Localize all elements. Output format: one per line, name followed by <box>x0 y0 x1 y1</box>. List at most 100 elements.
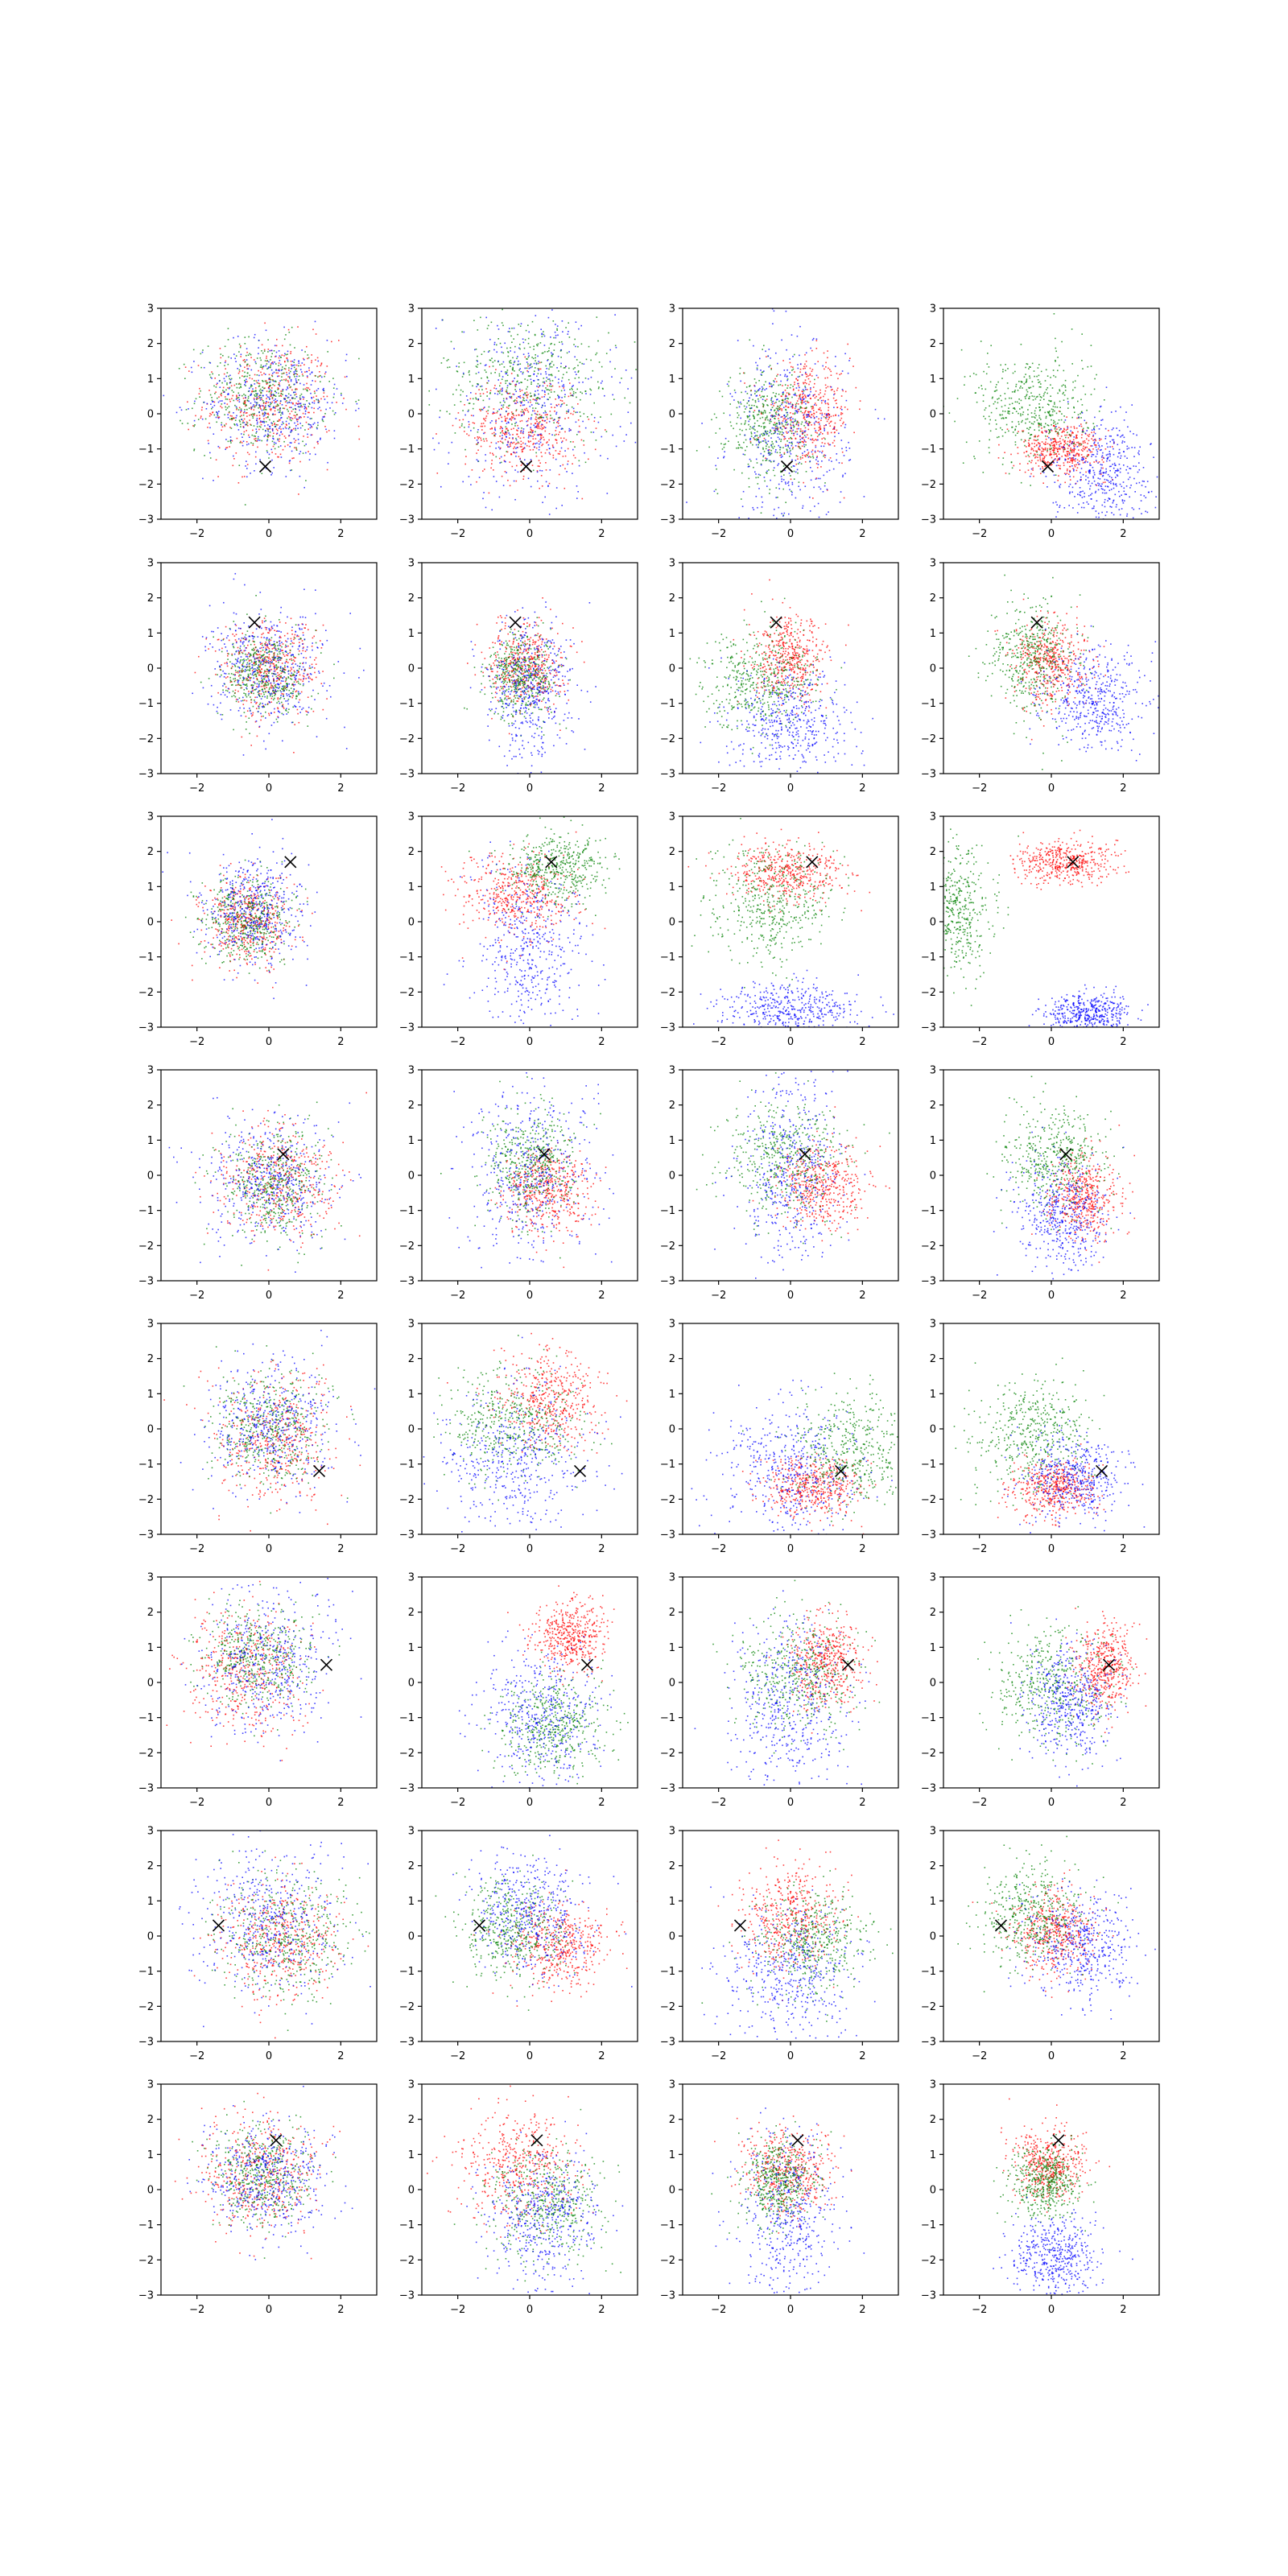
data-point <box>477 441 479 444</box>
data-point <box>538 460 540 461</box>
data-point <box>576 359 578 361</box>
data-point <box>247 354 250 356</box>
data-point <box>801 440 803 443</box>
data-point <box>224 424 225 426</box>
data-point <box>613 398 615 400</box>
data-point <box>1063 384 1064 386</box>
data-point <box>1041 450 1042 452</box>
data-point <box>532 436 534 437</box>
data-point <box>240 408 242 410</box>
data-point <box>1022 419 1023 422</box>
data-point <box>841 462 843 464</box>
data-point <box>522 404 524 407</box>
data-point <box>238 387 241 389</box>
data-point <box>498 373 501 375</box>
data-point <box>267 339 269 341</box>
data-point <box>775 427 777 430</box>
data-point <box>1007 368 1009 369</box>
data-point <box>1038 454 1041 456</box>
data-point <box>1001 429 1003 431</box>
data-point <box>1051 408 1053 411</box>
data-point <box>777 464 778 466</box>
data-point <box>1104 399 1105 401</box>
data-point <box>1037 460 1039 461</box>
data-point <box>534 410 535 412</box>
data-point <box>254 394 255 396</box>
data-point <box>810 347 811 349</box>
data-point <box>535 354 536 356</box>
data-point <box>774 429 775 431</box>
data-point <box>1082 427 1084 430</box>
data-point <box>294 376 295 378</box>
data-point <box>313 422 316 424</box>
data-point <box>357 425 360 427</box>
data-point <box>782 447 784 448</box>
data-point <box>1069 479 1071 481</box>
data-point <box>500 461 502 464</box>
data-point <box>791 442 792 444</box>
data-point <box>233 384 236 386</box>
data-point <box>541 332 543 335</box>
data-point <box>512 437 514 439</box>
data-point <box>550 403 552 405</box>
data-point <box>564 418 566 419</box>
data-point <box>217 445 220 448</box>
data-point <box>1081 360 1083 361</box>
data-point <box>513 338 514 340</box>
data-point <box>1030 423 1033 424</box>
data-point <box>774 508 775 510</box>
data-point <box>254 401 256 403</box>
data-point <box>1026 463 1029 464</box>
data-point <box>263 350 266 352</box>
data-point <box>517 356 518 357</box>
series-blue-points <box>686 308 886 519</box>
data-point <box>542 502 543 503</box>
data-point <box>304 403 306 406</box>
data-point <box>997 381 999 383</box>
data-point <box>1056 407 1059 408</box>
data-point <box>246 422 249 424</box>
data-point <box>554 434 555 436</box>
data-point <box>773 514 774 517</box>
data-point <box>543 439 545 441</box>
data-point <box>615 346 617 349</box>
data-point <box>969 375 971 378</box>
data-point <box>469 402 471 404</box>
data-point <box>209 412 211 415</box>
data-point <box>777 428 778 431</box>
data-point <box>1048 411 1050 413</box>
data-point <box>505 390 507 393</box>
data-point <box>548 433 551 435</box>
data-point <box>309 403 311 405</box>
data-point <box>530 401 531 403</box>
data-point <box>314 380 316 382</box>
data-point <box>246 381 248 382</box>
data-point <box>1034 450 1037 452</box>
data-point <box>842 423 844 425</box>
data-point <box>538 361 539 362</box>
data-point <box>1028 456 1030 458</box>
data-point <box>1026 450 1028 452</box>
data-point <box>570 429 572 431</box>
data-point <box>763 384 765 386</box>
data-point <box>1092 440 1094 441</box>
data-point <box>530 363 532 365</box>
data-point <box>520 431 522 432</box>
data-point <box>798 422 799 424</box>
data-point <box>811 438 814 440</box>
data-point <box>326 365 328 367</box>
data-point <box>245 423 246 426</box>
data-point <box>985 418 986 419</box>
data-point <box>985 407 987 409</box>
data-point <box>816 456 818 457</box>
data-point <box>1069 452 1071 454</box>
data-point <box>258 407 259 409</box>
data-point <box>1084 394 1087 395</box>
data-point <box>475 397 477 399</box>
data-point <box>579 431 580 433</box>
data-point <box>299 402 302 404</box>
data-point <box>273 441 275 444</box>
data-point <box>1058 441 1059 443</box>
data-point <box>772 392 774 394</box>
data-point <box>494 428 496 430</box>
